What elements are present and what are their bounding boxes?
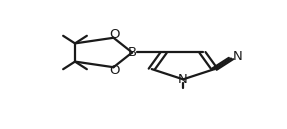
Text: B: B [128, 46, 137, 59]
Text: O: O [110, 28, 120, 41]
Text: N: N [178, 73, 188, 86]
Text: O: O [110, 64, 120, 77]
Text: N: N [232, 50, 242, 63]
